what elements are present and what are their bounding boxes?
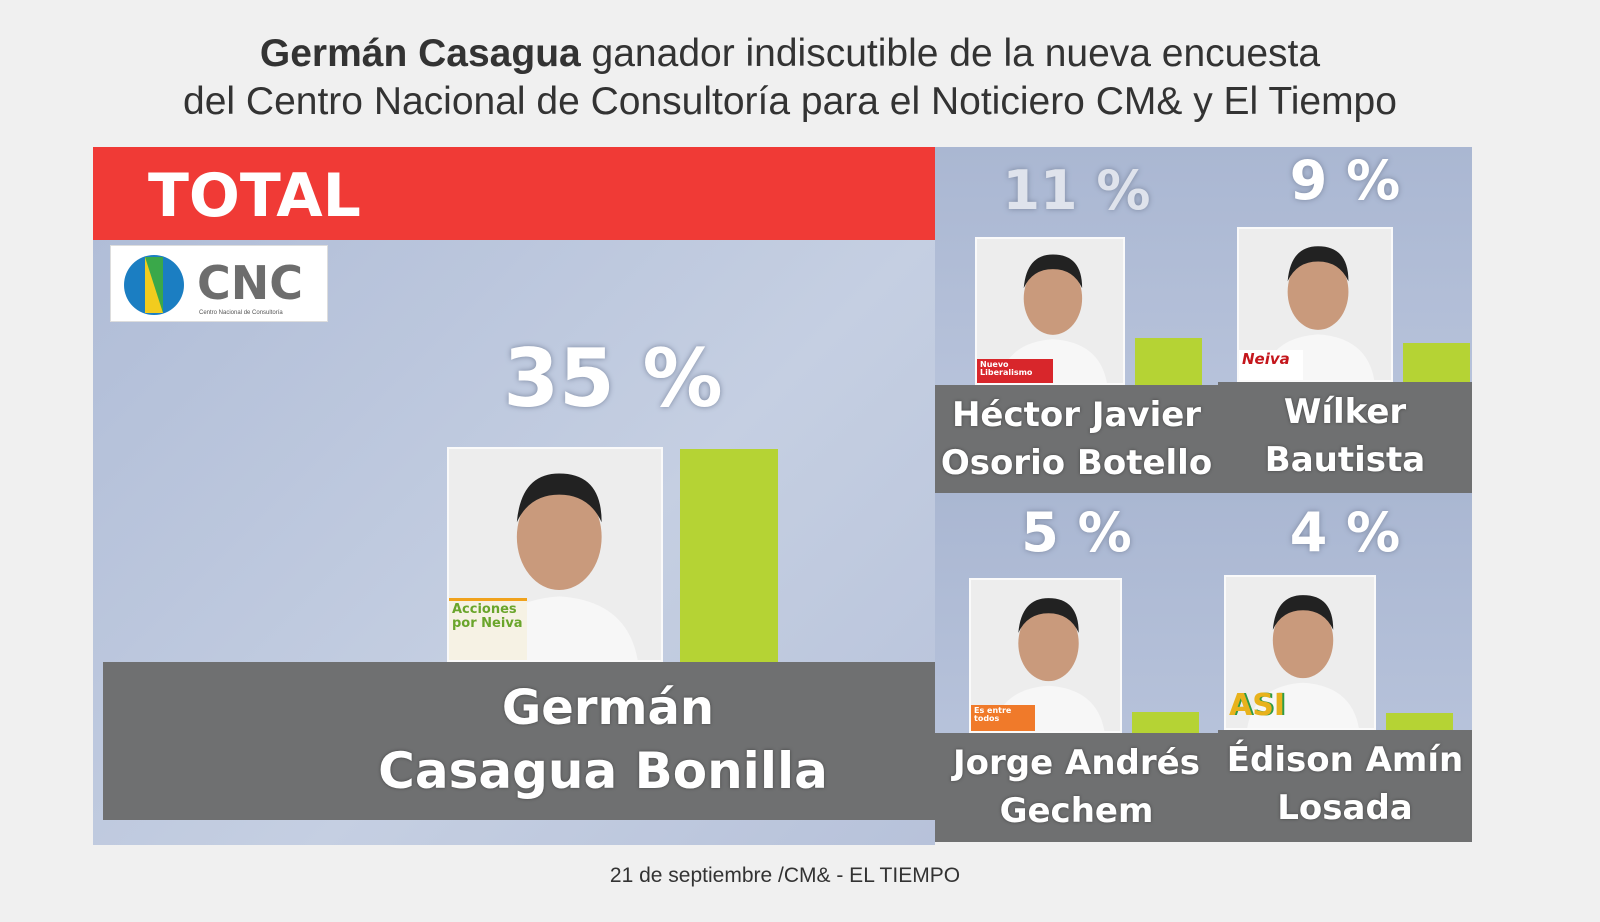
headline: Germán Casagua ganador indiscutible de l… [0,30,1580,126]
name-band-3: Jorge Andrés Gechem [935,733,1218,842]
candidate-photo-2: Neiva [1237,227,1393,382]
candidate-photo-0: Acciones por Neiva [447,447,663,662]
cnc-logo: CNC Centro Nacional de Consultoría [110,245,328,322]
party-logo-4: ASI [1229,688,1285,723]
name-band-4: Édison Amín Losada [1218,730,1472,842]
candidate-name-1-line1: Héctor Javier [951,395,1202,435]
cnc-logo-text: CNC [197,256,304,310]
pct-label-4: 4 % [1289,501,1401,564]
pct-label-0: 35 % [503,332,723,425]
bar-3 [1132,712,1199,733]
name-band-2: Wílker Bautista [1218,382,1472,493]
caption: 21 de septiembre /CM& - EL TIEMPO [609,864,961,887]
candidate-panel-2: 9 % Neiva Wílker Bautista [1218,147,1472,493]
headline-line2: del Centro Nacional de Consultoría para … [183,80,1397,123]
candidate-name-2-line1: Wílker [1283,392,1407,432]
pct-label-1: 11 % [1002,159,1151,222]
cnc-logo-subtitle: Centro Nacional de Consultoría [199,310,283,316]
candidate-name-0-line1: Germán [501,680,715,736]
bar-4 [1386,713,1453,730]
candidate-panel-3: 5 % Es entre todos Jorge Andrés Gechem [935,493,1218,842]
pct-label-3: 5 % [1021,501,1132,564]
candidate-name-4-line2: Losada [1277,788,1413,828]
name-band-1: Héctor Javier Osorio Botello [935,385,1218,493]
candidate-photo-3: Es entre todos [969,578,1122,733]
total-header: TOTAL [93,147,935,240]
candidate-name-3-line2: Gechem [999,791,1154,831]
party-logo-0: Acciones por Neiva [449,598,527,660]
bar-1 [1135,337,1202,385]
headline-rest: ganador indiscutible de la nueva encuest… [580,32,1321,75]
candidate-name-1-line2: Osorio Botello [940,443,1213,483]
main-panel: TOTAL CNC Centro Nacional de Consultoría… [93,147,935,845]
party-logo-3: Es entre todos [971,705,1035,731]
candidate-photo-1: Nuevo Liberalismo [975,237,1125,385]
total-label: TOTAL [148,161,361,231]
bar-0 [680,448,778,662]
candidate-name-0-line2: Casagua Bonilla [378,742,828,800]
person-icon [1247,595,1359,728]
name-band-0: Germán Casagua Bonilla [103,662,935,820]
headline-bold: Germán Casagua [259,32,581,75]
candidate-name-4-line1: Édison Amín [1226,740,1464,780]
candidate-panel-1: 11 % Nuevo Liberalismo Héctor Javier Oso… [935,147,1218,493]
party-logo-2: Neiva [1239,350,1303,380]
candidate-name-2-line2: Bautista [1264,440,1426,480]
bar-2 [1403,343,1470,382]
pct-label-2: 9 % [1289,149,1401,212]
candidate-name-3-line1: Jorge Andrés [953,743,1200,783]
candidate-panel-4: 4 % ASI Édison Amín Losada [1218,493,1472,842]
party-logo-1: Nuevo Liberalismo [977,359,1053,383]
person-icon [992,598,1105,731]
cnc-logo-icon [124,255,184,315]
candidate-photo-4: ASI [1224,575,1376,730]
